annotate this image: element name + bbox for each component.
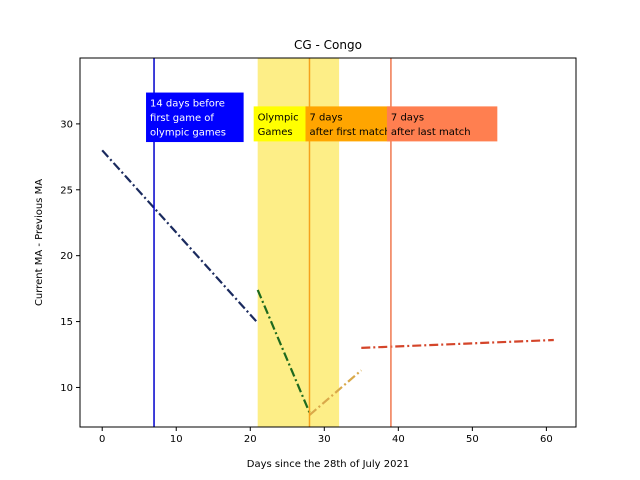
annotation-line: 7 days: [391, 112, 424, 123]
y-tick-label: 15: [60, 317, 73, 328]
annotation-line: Games: [258, 127, 293, 138]
annotation-line: after first match: [309, 127, 390, 138]
x-axis-label: Days since the 28th of July 2021: [247, 459, 409, 470]
x-tick-label: 50: [466, 434, 479, 445]
annotation-box-2: Olympic Games: [253, 106, 307, 142]
series-line-4: [361, 338, 554, 349]
y-tick-label: 20: [60, 251, 73, 262]
annotation-background: [305, 106, 391, 142]
x-tick-label: 10: [170, 434, 183, 445]
annotation-line: olympic games: [150, 128, 226, 139]
series-line-3: [308, 369, 363, 416]
plot-frame: [79, 57, 577, 428]
annotation-box-4: 7 days after last match: [386, 106, 498, 142]
x-tick-label: 40: [392, 434, 405, 445]
x-tick-label: 20: [244, 434, 257, 445]
x-tick-label: 0: [99, 434, 105, 445]
y-tick-label: 25: [60, 185, 73, 196]
annotation-background: [146, 92, 244, 143]
annotation-line: Olympic: [258, 112, 299, 123]
y-axis-label: Current MA - Previous MA: [34, 179, 45, 306]
x-tick-label: 60: [540, 434, 553, 445]
series-line-1: [101, 149, 259, 324]
annotation-line: first game of: [150, 113, 214, 124]
annotation-line: 7 days: [309, 112, 342, 123]
y-tick-label: 10: [60, 383, 73, 394]
annotation-box-3: 7 days after first match: [305, 106, 391, 142]
annotation-background: [386, 106, 498, 142]
series-line-2: [256, 289, 311, 413]
annotation-line: after last match: [391, 127, 471, 138]
annotation-box-1: 14 days before first game of olympic games: [146, 92, 244, 143]
x-tick-label: 30: [318, 434, 331, 445]
annotation-line: 14 days before: [150, 99, 225, 110]
chart-title: CG - Congo: [294, 38, 362, 52]
y-tick-label: 30: [60, 119, 73, 130]
annotation-background: [253, 106, 307, 142]
